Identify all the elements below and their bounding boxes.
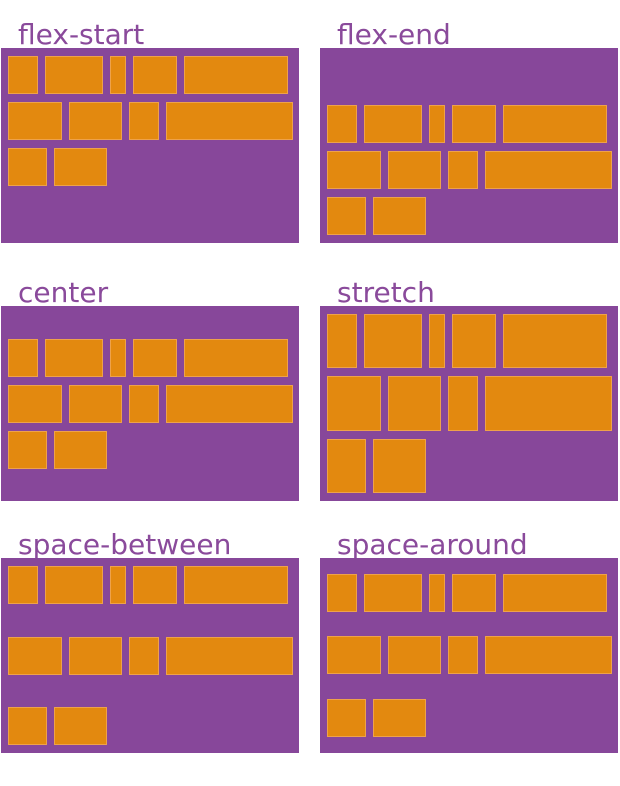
flex-container [320,558,618,753]
flex-item [44,56,103,94]
flex-item [363,314,422,369]
panel-label: space-between [18,528,232,561]
flex-item [502,105,607,143]
flex-item [7,636,62,675]
flex-item [53,148,107,186]
flex-item [326,314,357,369]
flex-item [165,636,293,675]
flex-item [451,314,496,369]
flex-item [7,102,62,140]
flex-container [1,306,299,501]
flex-item [326,574,357,613]
flex-item [68,384,122,423]
flex-item [372,197,426,235]
panel-label: flex-start [18,18,145,51]
flex-item [372,438,426,493]
flex-item [68,636,122,675]
flex-item [7,148,47,186]
flex-item [451,105,496,143]
panel-label: stretch [337,276,435,309]
flex-item [326,438,366,493]
flex-item [165,102,293,140]
flex-container [320,306,618,501]
flex-item [183,338,288,377]
flex-item [428,105,445,143]
flex-item [363,574,422,613]
flex-item [326,151,381,189]
flex-item [326,376,381,431]
flex-item [128,102,159,140]
flex-item [109,566,126,604]
panel-label: space-around [337,528,528,561]
flex-item [53,430,107,469]
flex-item [484,151,612,189]
flex-item [7,566,38,604]
flex-item [326,636,381,675]
flex-item [53,707,107,745]
flex-item [7,56,38,94]
flex-item [109,338,126,377]
flex-item [372,698,426,737]
flex-item [109,56,126,94]
flex-item [502,574,607,613]
flex-item [428,574,445,613]
flex-item [326,105,357,143]
flex-item [387,151,441,189]
flex-container [1,48,299,243]
flex-container [320,48,618,243]
flex-item [484,636,612,675]
flex-item [165,384,293,423]
flex-item [451,574,496,613]
flex-item [132,56,177,94]
flex-item [132,566,177,604]
flex-item [387,636,441,675]
flex-item [428,314,445,369]
panel-label: flex-end [337,18,451,51]
flex-item [502,314,607,369]
flex-item [326,698,366,737]
flex-item [447,151,478,189]
flex-item [447,636,478,675]
flex-item [387,376,441,431]
flex-item [7,384,62,423]
flex-item [128,636,159,675]
flex-item [128,384,159,423]
panel-label: center [18,276,109,309]
flex-item [183,566,288,604]
flex-item [183,56,288,94]
flex-item [363,105,422,143]
flex-item [7,430,47,469]
flex-item [44,338,103,377]
flex-item [68,102,122,140]
flex-item [7,338,38,377]
flex-container [1,558,299,753]
flex-item [7,707,47,745]
flex-item [132,338,177,377]
flex-item [447,376,478,431]
flex-item [484,376,612,431]
flex-item [326,197,366,235]
flex-item [44,566,103,604]
